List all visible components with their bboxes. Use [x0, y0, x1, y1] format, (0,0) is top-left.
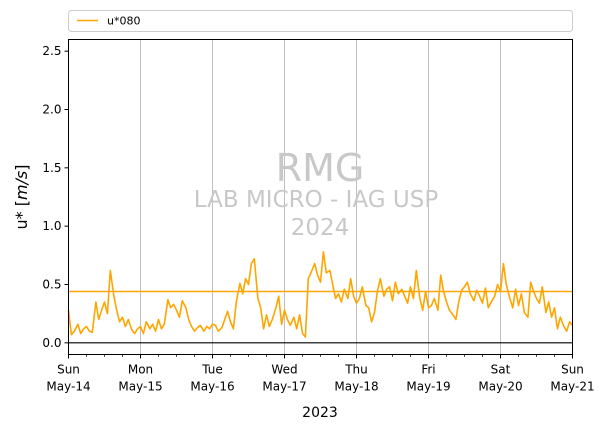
x-tick-label-date: May-20	[478, 380, 522, 394]
y-tick-label: 2.5	[42, 44, 61, 58]
series-line-u080	[67, 251, 574, 338]
y-tick-label: 0.5	[42, 278, 61, 292]
y-axis: 0.0 0.5 1.0 1.5 2.0 2.5	[42, 44, 69, 350]
legend: u*080	[68, 10, 573, 32]
x-tick-label-day: Sun	[57, 363, 80, 377]
legend-frame	[68, 10, 573, 32]
x-axis-label: 2023	[302, 405, 338, 421]
x-tick-label-day: Mon	[128, 363, 153, 377]
series-layer	[67, 251, 574, 338]
watermark-line-2: LAB MICRO - IAG USP	[194, 187, 439, 213]
x-axis: Sun May-14 Mon May-15 Tue May-16 Wed May-17 Thu M…	[46, 354, 595, 394]
watermark-line-1: RMG	[276, 146, 365, 190]
y-tick-label: 1.5	[42, 161, 61, 175]
watermark: RMG LAB MICRO - IAG USP 2024	[194, 146, 439, 241]
y-axis-label: u* [m/s]	[12, 164, 31, 229]
x-tick-label-day: Tue	[201, 363, 223, 377]
x-tick-label-day: Wed	[271, 363, 297, 377]
x-tick-label-day: Sat	[491, 363, 511, 377]
x-tick-label-day: Thu	[344, 363, 368, 377]
x-tick-label-date: May-14	[46, 380, 90, 394]
y-tick-label: 1.0	[42, 219, 61, 233]
x-tick-label-date: May-15	[118, 380, 162, 394]
watermark-line-3: 2024	[291, 215, 350, 241]
x-tick-label-day: Fri	[421, 363, 435, 377]
x-tick-label-day: Sun	[561, 363, 584, 377]
x-tick-label-date: May-19	[406, 380, 450, 394]
reference-lines	[68, 290, 573, 344]
y-tick-label: 0.0	[42, 336, 61, 350]
x-tick-label-date: May-17	[262, 380, 306, 394]
y-tick-label: 2.0	[42, 103, 61, 117]
x-gridlines	[140, 39, 501, 355]
legend-label-u080: u*080	[107, 15, 140, 28]
x-tick-label-date: May-18	[334, 380, 378, 394]
x-tick-label-date: May-21	[550, 380, 594, 394]
x-tick-label-date: May-16	[190, 380, 234, 394]
